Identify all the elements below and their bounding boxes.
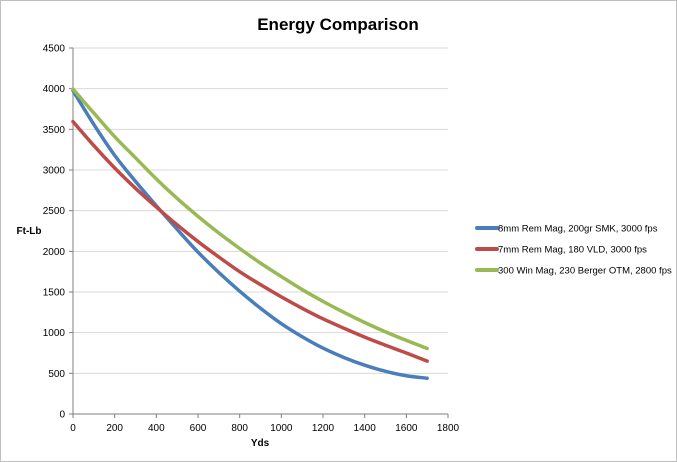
y-tick-label: 500 xyxy=(48,369,65,380)
y-tick-label: 4000 xyxy=(43,84,66,95)
x-tick-label: 1000 xyxy=(270,423,293,434)
series-line-2 xyxy=(71,119,429,363)
x-tick-label: 1600 xyxy=(395,423,418,434)
series-lines xyxy=(71,87,429,380)
y-tick-label: 1500 xyxy=(43,288,66,299)
x-tick-label: 1200 xyxy=(312,423,335,434)
series-line-3 xyxy=(71,87,429,351)
x-tick-label: 1400 xyxy=(354,423,377,434)
legend: 8mm Rem Mag, 200gr SMK, 3000 fps 7mm Rem … xyxy=(475,224,672,277)
legend-label-1: 8mm Rem Mag, 200gr SMK, 3000 fps xyxy=(498,224,658,235)
y-tick-label: 2500 xyxy=(43,206,66,217)
x-tick-label: 600 xyxy=(190,423,207,434)
y-axis-title: Ft-Lb xyxy=(17,226,42,237)
y-tick-label: 0 xyxy=(59,410,65,421)
gridlines xyxy=(73,47,448,374)
series-line-1 xyxy=(71,88,429,380)
y-tick-label: 4500 xyxy=(43,44,66,55)
x-axis-title: Yds xyxy=(251,438,270,449)
y-tick-label: 3500 xyxy=(43,125,66,136)
legend-label-2: 7mm Rem Mag, 180 VLD, 3000 fps xyxy=(498,245,647,256)
legend-label-3: 300 Win Mag, 230 Berger OTM, 2800 fps xyxy=(498,266,672,277)
x-tick-label: 0 xyxy=(70,423,76,434)
axes: 0 500 1000 1500 2000 2500 3000 3500 4000 4500 0 200… xyxy=(43,44,460,435)
x-tick-label: 800 xyxy=(231,423,248,434)
x-tick-label: 200 xyxy=(106,423,123,434)
y-tick-label: 1000 xyxy=(43,328,66,339)
chart-title: Energy Comparison xyxy=(257,15,419,34)
x-tick-label: 400 xyxy=(148,423,165,434)
x-tick-label: 1800 xyxy=(437,423,460,434)
y-tick-label: 3000 xyxy=(43,166,66,177)
y-tick-label: 2000 xyxy=(43,247,66,258)
